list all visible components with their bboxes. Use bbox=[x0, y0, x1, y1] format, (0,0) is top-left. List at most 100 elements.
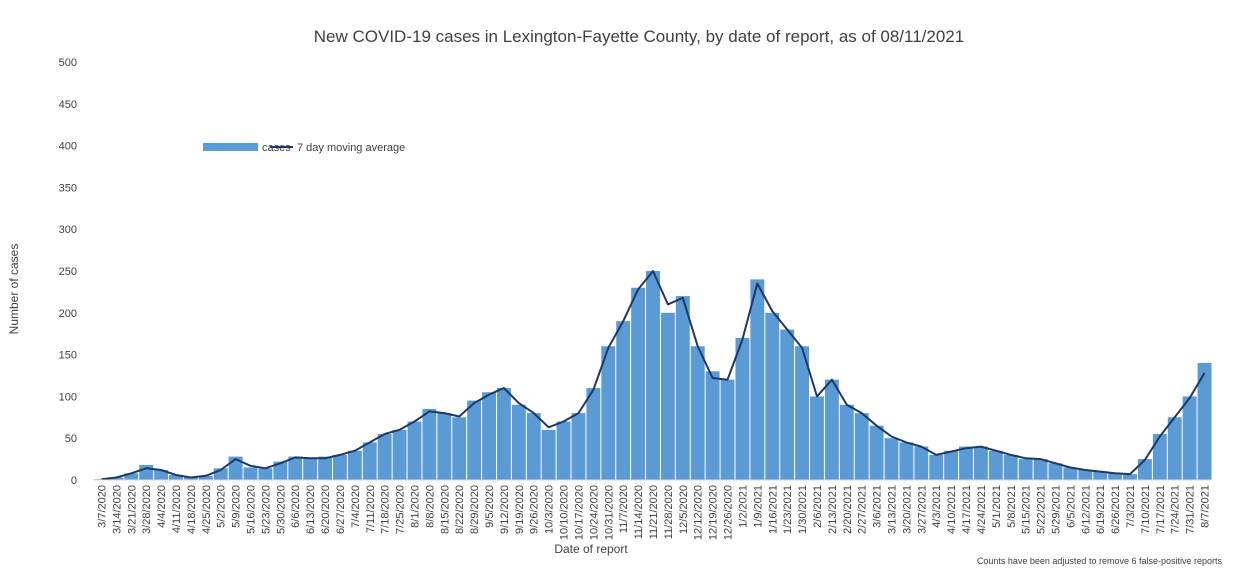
x-tick-label: 3/27/2021 bbox=[916, 485, 928, 534]
bar bbox=[556, 421, 571, 480]
bar bbox=[347, 450, 362, 480]
legend-label-moving-average: 7 day moving average bbox=[297, 142, 405, 154]
bar bbox=[1152, 434, 1167, 480]
bar bbox=[1033, 459, 1048, 480]
bar bbox=[973, 446, 988, 480]
x-tick-label: 6/5/2021 bbox=[1065, 485, 1077, 528]
bar bbox=[869, 425, 884, 480]
y-tick-label: 50 bbox=[65, 433, 77, 445]
bar bbox=[183, 477, 198, 480]
legend-swatch-cases bbox=[203, 143, 258, 151]
x-tick-label: 5/1/2021 bbox=[991, 485, 1003, 528]
x-tick-label: 4/17/2021 bbox=[961, 485, 973, 534]
x-tick-label: 10/24/2020 bbox=[588, 485, 600, 540]
x-tick-label: 5/2/2020 bbox=[216, 485, 228, 528]
bar bbox=[884, 438, 899, 480]
bar bbox=[1048, 463, 1063, 480]
line-series bbox=[101, 270, 1206, 481]
bar bbox=[1018, 459, 1033, 480]
bar bbox=[690, 346, 705, 480]
x-tick-label: 4/3/2021 bbox=[931, 485, 943, 528]
y-axis: 0 50 100 150 200 250 300 350 400 450 500 bbox=[59, 57, 77, 487]
x-tick-label: 9/26/2020 bbox=[529, 485, 541, 534]
x-tick-label: 6/20/2020 bbox=[320, 485, 332, 534]
x-tick-label: 1/2/2021 bbox=[737, 485, 749, 528]
x-tick-label: 4/24/2021 bbox=[976, 485, 988, 534]
x-tick-label: 8/1/2020 bbox=[409, 485, 421, 528]
bar bbox=[660, 312, 675, 480]
x-tick-label: 7/3/2021 bbox=[1125, 485, 1137, 528]
bar bbox=[959, 446, 973, 480]
x-tick-label: 5/22/2021 bbox=[1036, 485, 1048, 534]
x-tick-label: 4/25/2020 bbox=[201, 485, 213, 534]
x-tick-label: 7/4/2020 bbox=[350, 485, 362, 528]
y-tick-label: 0 bbox=[71, 475, 77, 487]
y-tick-label: 450 bbox=[59, 99, 77, 111]
x-axis: 3/7/2020 3/14/2020 3/21/2020 3/28/2020 4/4/2… bbox=[94, 479, 1212, 540]
bar bbox=[273, 461, 288, 480]
bar bbox=[1137, 459, 1152, 480]
bar-series bbox=[94, 271, 1212, 480]
bar bbox=[1123, 474, 1137, 480]
x-tick-label: 11/21/2020 bbox=[648, 485, 660, 539]
x-tick-label: 5/15/2021 bbox=[1021, 485, 1033, 534]
bar bbox=[1003, 454, 1018, 480]
bar bbox=[243, 467, 258, 480]
bar bbox=[139, 464, 154, 480]
bar bbox=[750, 279, 765, 480]
x-tick-label: 8/7/2021 bbox=[1200, 485, 1212, 528]
legend: cases 7 day moving average bbox=[203, 142, 405, 154]
y-axis-label: Number of cases bbox=[7, 244, 21, 335]
bar bbox=[631, 287, 646, 480]
x-tick-label: 3/7/2020 bbox=[96, 485, 108, 528]
x-tick-label: 6/6/2020 bbox=[290, 485, 302, 528]
x-tick-label: 5/23/2020 bbox=[260, 485, 272, 534]
x-tick-label: 12/12/2020 bbox=[693, 485, 705, 540]
moving-average-line bbox=[101, 270, 1206, 481]
bar bbox=[452, 417, 467, 480]
bar bbox=[511, 404, 526, 480]
x-tick-label: 5/16/2020 bbox=[246, 485, 258, 534]
y-tick-label: 200 bbox=[59, 308, 77, 320]
x-tick-label: 5/30/2020 bbox=[275, 485, 287, 534]
x-tick-label: 3/14/2020 bbox=[111, 485, 123, 534]
bar bbox=[303, 458, 318, 480]
x-tick-label: 6/12/2021 bbox=[1080, 485, 1092, 534]
bar bbox=[526, 413, 541, 480]
y-tick-label: 100 bbox=[59, 391, 77, 403]
bar bbox=[720, 379, 735, 480]
y-tick-label: 400 bbox=[59, 141, 77, 153]
bar bbox=[899, 442, 914, 480]
bar bbox=[810, 396, 824, 480]
bar bbox=[392, 429, 407, 480]
bar bbox=[124, 473, 139, 480]
bar bbox=[333, 454, 347, 480]
x-tick-label: 10/17/2020 bbox=[573, 485, 585, 540]
x-tick-label: 6/13/2020 bbox=[305, 485, 317, 534]
bar bbox=[705, 371, 720, 480]
bar bbox=[154, 469, 169, 480]
x-tick-label: 9/12/2020 bbox=[499, 485, 511, 534]
bar bbox=[482, 392, 496, 480]
bar bbox=[213, 468, 228, 480]
bar bbox=[109, 477, 124, 480]
x-tick-label: 5/29/2021 bbox=[1050, 485, 1062, 534]
x-tick-label: 2/27/2021 bbox=[857, 485, 869, 534]
x-tick-label: 10/3/2020 bbox=[544, 485, 556, 534]
x-tick-label: 3/6/2021 bbox=[872, 485, 884, 528]
x-tick-label: 5/8/2021 bbox=[1006, 485, 1018, 528]
bar bbox=[1063, 467, 1078, 480]
x-tick-label: 7/24/2021 bbox=[1170, 485, 1182, 534]
bar bbox=[1182, 396, 1197, 480]
bar bbox=[467, 400, 482, 480]
x-tick-label: 7/10/2021 bbox=[1140, 485, 1152, 534]
bar bbox=[571, 413, 586, 480]
y-tick-label: 300 bbox=[59, 224, 77, 236]
x-tick-label: 1/30/2021 bbox=[797, 485, 809, 534]
x-tick-label: 4/11/2020 bbox=[171, 485, 183, 533]
bar bbox=[839, 404, 854, 480]
bar bbox=[288, 456, 303, 480]
x-tick-label: 10/10/2020 bbox=[559, 485, 571, 540]
bar bbox=[929, 454, 944, 480]
